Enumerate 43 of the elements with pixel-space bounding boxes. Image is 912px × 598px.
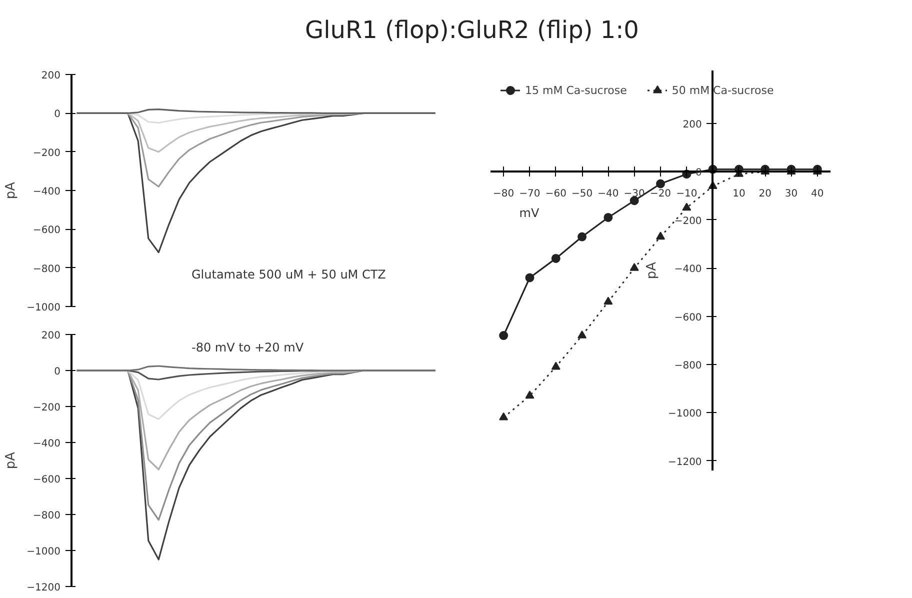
x-tick-label: −50 — [571, 188, 593, 200]
y-tick-label: −200 — [674, 216, 702, 227]
y-axis-title: pA — [644, 262, 660, 280]
y-tick-label: −1000 — [26, 546, 60, 558]
legend-label: 15 mM Ca-sucrose — [525, 84, 627, 96]
x-tick-label: 30 — [784, 188, 798, 200]
x-tick-label: −60 — [545, 188, 566, 200]
x-tick-label: 20 — [758, 188, 772, 200]
y-tick-label: 0 — [54, 109, 61, 120]
x-axis-title: mV — [519, 206, 540, 220]
y-tick-label: −400 — [33, 186, 61, 198]
y-tick-label: −400 — [674, 264, 702, 276]
y-tick-label: −1000 — [668, 408, 702, 420]
x-tick-label: −10 — [676, 188, 698, 200]
y-axis-title: pA — [4, 182, 19, 200]
y-tick-label: −200 — [33, 402, 61, 414]
y-tick-label: −600 — [674, 312, 702, 324]
annotation: -80 mV to +20 mV — [192, 340, 304, 354]
y-tick-label: −1200 — [26, 582, 60, 594]
y-tick-label: 200 — [41, 70, 61, 82]
y-tick-label: −1000 — [26, 302, 60, 314]
x-tick-label: −80 — [493, 188, 514, 200]
legend-label: 50 mM Ca-sucrose — [672, 84, 774, 96]
x-tick-label: 10 — [732, 188, 746, 200]
x-tick-label: −40 — [598, 188, 619, 200]
y-tick-label: −1200 — [668, 456, 702, 468]
y-tick-label: −800 — [33, 264, 61, 275]
y-tick-label: −200 — [33, 148, 61, 159]
annotation: Glutamate 500 uM + 50 uM CTZ — [192, 268, 386, 282]
y-tick-label: −600 — [33, 225, 61, 236]
x-tick-label: 40 — [811, 188, 824, 200]
x-tick-label: −70 — [519, 188, 540, 200]
x-tick-label: −30 — [624, 188, 645, 200]
y-tick-label: −600 — [33, 474, 61, 486]
x-tick-label: −20 — [650, 188, 672, 200]
y-axis-title: pA — [4, 452, 19, 470]
chart-title: GluR1 (flop):GluR2 (flip) 1:0 — [305, 15, 639, 46]
y-tick-label: 0 — [54, 366, 61, 378]
y-tick-label: −800 — [33, 510, 61, 522]
y-tick-label: −800 — [674, 360, 702, 372]
y-tick-label: 200 — [682, 120, 702, 131]
y-tick-label: −400 — [33, 438, 61, 450]
y-tick-label: 200 — [41, 330, 61, 342]
